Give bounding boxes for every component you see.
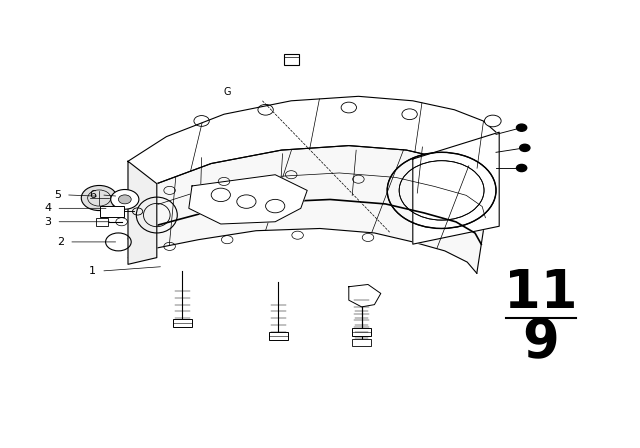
Text: 6: 6: [89, 190, 96, 200]
Text: 4: 4: [44, 203, 51, 213]
FancyBboxPatch shape: [269, 332, 288, 340]
Polygon shape: [189, 175, 307, 224]
Text: 9: 9: [522, 317, 559, 369]
Polygon shape: [349, 284, 381, 307]
FancyBboxPatch shape: [284, 54, 299, 65]
Circle shape: [111, 190, 139, 209]
Polygon shape: [413, 132, 499, 244]
FancyBboxPatch shape: [352, 339, 371, 346]
Circle shape: [118, 195, 131, 204]
Text: 1: 1: [89, 266, 96, 276]
Circle shape: [81, 185, 117, 211]
Polygon shape: [128, 96, 496, 204]
Polygon shape: [128, 161, 157, 264]
FancyBboxPatch shape: [352, 328, 371, 336]
Text: 5: 5: [54, 190, 61, 200]
Text: 3: 3: [44, 217, 51, 227]
Text: 2: 2: [57, 237, 64, 247]
FancyBboxPatch shape: [96, 218, 108, 226]
Circle shape: [516, 164, 527, 172]
FancyBboxPatch shape: [173, 319, 192, 327]
Circle shape: [484, 115, 501, 127]
Polygon shape: [128, 146, 490, 273]
Circle shape: [520, 144, 530, 151]
Text: 11: 11: [504, 267, 577, 319]
Circle shape: [516, 124, 527, 131]
FancyBboxPatch shape: [100, 206, 124, 217]
Text: G: G: [223, 87, 231, 97]
